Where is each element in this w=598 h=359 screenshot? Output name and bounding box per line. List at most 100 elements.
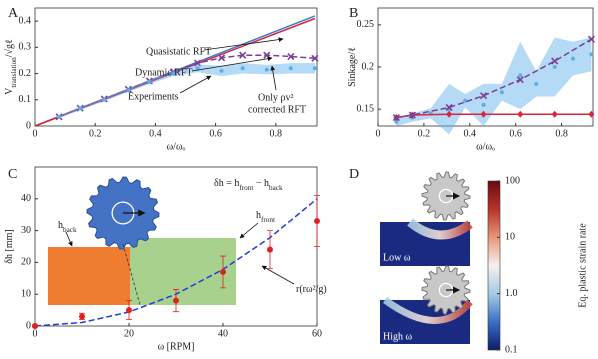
annotation: Quasistatic RFT xyxy=(146,46,211,57)
marker xyxy=(408,111,416,119)
panel-label: B xyxy=(349,6,358,21)
band xyxy=(430,83,450,135)
sim-band xyxy=(382,297,473,324)
annotation-part: r(rω²/g) xyxy=(296,284,327,295)
annotation-arrow xyxy=(261,265,295,285)
marker xyxy=(239,51,247,59)
marker xyxy=(57,114,62,119)
marker xyxy=(481,102,486,107)
marker xyxy=(220,268,226,275)
marker xyxy=(588,110,595,118)
annotation: hfront xyxy=(256,210,275,223)
y-axis-label-part: V xyxy=(4,87,15,95)
annotation-part: h xyxy=(58,220,63,231)
y-tick-label: 20 xyxy=(21,257,31,268)
y-tick-label: 0.1 xyxy=(19,94,32,105)
x-tick-label: 0.4 xyxy=(149,128,162,139)
marker xyxy=(312,66,317,71)
y-axis-label: Vtranslation/√gℓ xyxy=(4,39,17,95)
marker xyxy=(551,57,559,65)
y-axis-label-part: /√gℓ xyxy=(4,39,15,57)
marker xyxy=(480,110,487,118)
annotation: δh = hfront − hback xyxy=(214,178,283,191)
series-line xyxy=(58,54,315,118)
x-tick-label: 0 xyxy=(376,128,381,139)
band xyxy=(290,63,315,74)
y-tick-label: 0.2 xyxy=(19,68,32,79)
annotation-part: back xyxy=(269,184,283,192)
x-tick-label: 0.2 xyxy=(418,128,431,139)
marker xyxy=(32,323,38,329)
x-tick-label: 20 xyxy=(124,328,134,339)
y-tick-label: 30 xyxy=(21,225,31,236)
marker xyxy=(445,103,453,112)
band xyxy=(80,98,105,111)
y-tick-label: 40 xyxy=(21,193,31,204)
annotation: Only ρv² xyxy=(258,92,294,103)
colorbar xyxy=(487,180,501,351)
panel-label: A xyxy=(8,6,19,21)
annotation-arrow xyxy=(191,56,273,72)
marker xyxy=(240,66,245,71)
colorbar-tick-label: 100 xyxy=(505,175,520,186)
x-tick-label: 0 xyxy=(33,328,38,339)
band xyxy=(221,63,243,77)
marker xyxy=(314,218,320,225)
marker xyxy=(218,54,226,62)
band xyxy=(536,37,555,97)
marker xyxy=(517,110,524,118)
annotation-part: − h xyxy=(253,178,269,189)
y-tick-label: 0.3 xyxy=(19,42,32,53)
band xyxy=(573,37,592,76)
colorbar-label: Eq. plastic strain rate xyxy=(577,223,588,308)
x-tick-label: 0.6 xyxy=(209,128,222,139)
y-tick-label: 0.4 xyxy=(19,15,32,26)
sim-band xyxy=(407,218,473,240)
marker xyxy=(173,297,179,304)
x-tick-label: 0 xyxy=(33,128,38,139)
marker xyxy=(126,88,131,93)
marker xyxy=(446,110,453,118)
panel-label: C xyxy=(8,167,17,182)
x-tick-label: 0.8 xyxy=(555,128,568,139)
y-axis-label-part: δh [mm] xyxy=(4,229,15,263)
band xyxy=(501,41,521,110)
marker xyxy=(552,65,557,69)
marker xyxy=(587,35,595,43)
marker xyxy=(394,119,399,124)
marker xyxy=(79,313,85,320)
marker xyxy=(516,76,524,84)
band xyxy=(483,83,502,126)
y-tick-label: 0.25 xyxy=(357,19,375,30)
colorbar-tick-label: 1.0 xyxy=(505,288,518,299)
marker xyxy=(219,68,224,73)
soil-back xyxy=(48,247,143,305)
y-axis-label: Sinkage/ℓ xyxy=(347,47,358,87)
band xyxy=(59,106,81,119)
annotation-part: back xyxy=(63,226,77,234)
y-tick-label: 0 xyxy=(26,320,31,331)
x-axis-label: ω [RPM] xyxy=(158,341,195,352)
marker xyxy=(193,59,202,67)
marker xyxy=(479,92,488,100)
x-axis-label: ω/ωₒ xyxy=(476,141,495,152)
annotation-arrow xyxy=(239,222,259,239)
annotation-arrow xyxy=(65,231,73,247)
band xyxy=(149,70,174,85)
annotation-arrow xyxy=(203,37,284,51)
marker xyxy=(195,66,200,71)
y-tick-label: 10 xyxy=(21,288,31,299)
annotation-arrow xyxy=(179,75,212,94)
marker xyxy=(102,97,107,102)
y-tick-label: 0.2 xyxy=(362,61,375,72)
marker xyxy=(571,56,576,61)
band xyxy=(554,37,574,97)
band xyxy=(266,63,291,75)
soil-cut xyxy=(122,243,141,306)
x-axis-label: ω/ωₒ xyxy=(167,141,186,152)
marker xyxy=(534,81,539,86)
x-tick-label: 40 xyxy=(218,328,228,339)
marker xyxy=(551,110,558,118)
sim-caption: High ω xyxy=(383,331,413,342)
